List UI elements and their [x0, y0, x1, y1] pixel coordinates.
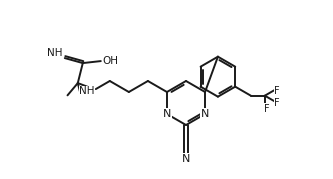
Text: OH: OH — [103, 56, 119, 66]
Text: N: N — [163, 109, 171, 119]
Text: NH: NH — [47, 48, 63, 58]
Text: F: F — [274, 86, 280, 96]
Text: F: F — [274, 98, 280, 108]
Text: F: F — [264, 104, 270, 114]
Text: NH: NH — [79, 86, 95, 96]
Text: N: N — [201, 109, 209, 119]
Text: N: N — [182, 154, 190, 164]
